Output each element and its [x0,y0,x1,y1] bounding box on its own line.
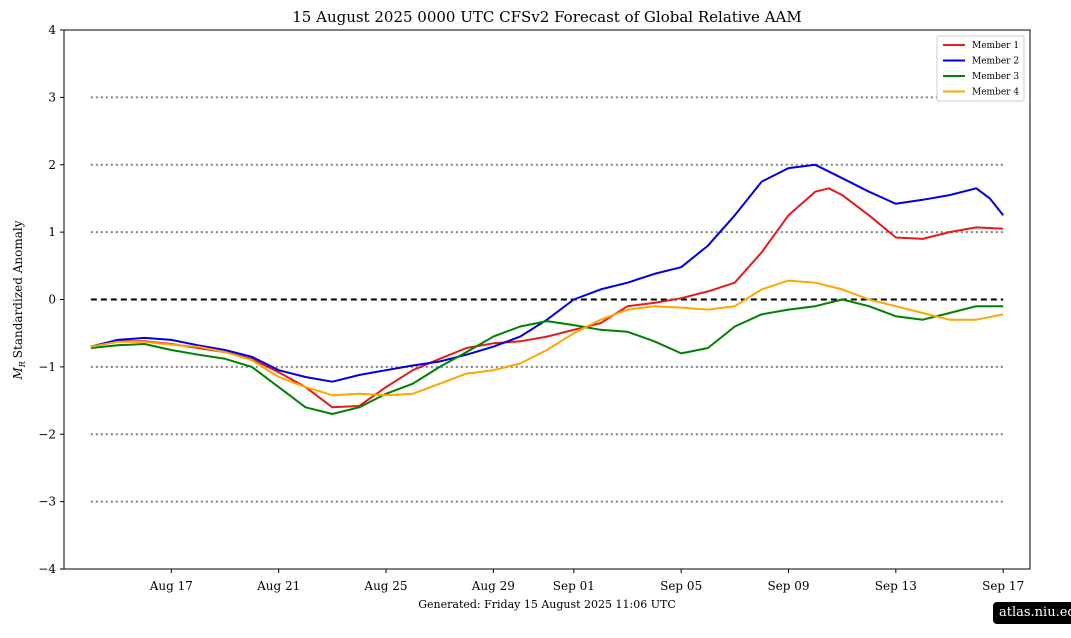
x-tick-label-2: Aug 25 [363,579,407,593]
reference-lines [90,96,1004,503]
y-tick-label-8: −4 [38,562,56,576]
y-axis-label-subscript: R [18,361,27,368]
y-tick-label-6: −2 [38,427,56,441]
y-axis-label: MR Standardized Anomaly [11,220,27,380]
x-tick-label-0: Aug 17 [149,579,193,593]
x-axis: Aug 17 Aug 21 Aug 25 Aug 29 Sep 01 Sep 05 Sep … [149,569,1024,593]
x-tick-label-1: Aug 21 [256,579,300,593]
chart-title: 15 August 2025 0000 UTC CFSv2 Forecast o… [292,8,801,26]
legend-label-member-1: Member 1 [972,41,1019,51]
y-tick-label-3: 1 [48,225,56,239]
legend-label-member-2: Member 2 [972,57,1019,67]
generated-footer: Generated: Friday 15 August 2025 11:06 U… [418,598,676,611]
y-axis-label-text: Standardized Anomaly [11,220,25,358]
legend: Member 1 Member 2 Member 3 Member 4 [936,35,1025,102]
source-badge[interactable]: atlas.niu.edu [993,602,1071,624]
series-line-member-4 [90,279,1004,397]
x-tick-label-5: Sep 05 [660,579,702,593]
series-line-member-1 [90,187,1004,409]
x-tick-label-8: Sep 17 [982,579,1024,593]
legend-box [936,35,1025,102]
y-tick-label-5: −1 [38,360,56,374]
x-tick-label-4: Sep 01 [553,579,595,593]
y-tick-label-4: 0 [48,293,56,307]
series-lines [90,163,1004,415]
legend-label-member-4: Member 4 [972,88,1019,98]
x-tick-label-3: Aug 29 [471,579,515,593]
y-axis-label-symbol: M [11,367,25,381]
x-tick-label-6: Sep 09 [767,579,809,593]
x-tick-label-7: Sep 13 [875,579,917,593]
y-tick-label-1: 3 [48,90,56,104]
y-tick-label-2: 2 [48,158,56,172]
legend-label-member-3: Member 3 [972,72,1019,82]
y-tick-label-7: −3 [38,495,56,509]
series-line-member-2 [90,163,1004,383]
y-tick-label-0: 4 [48,23,56,37]
y-axis: 4 3 2 1 0 −1 −2 −3 −4 [38,23,64,576]
series-line-member-3 [90,298,1004,415]
